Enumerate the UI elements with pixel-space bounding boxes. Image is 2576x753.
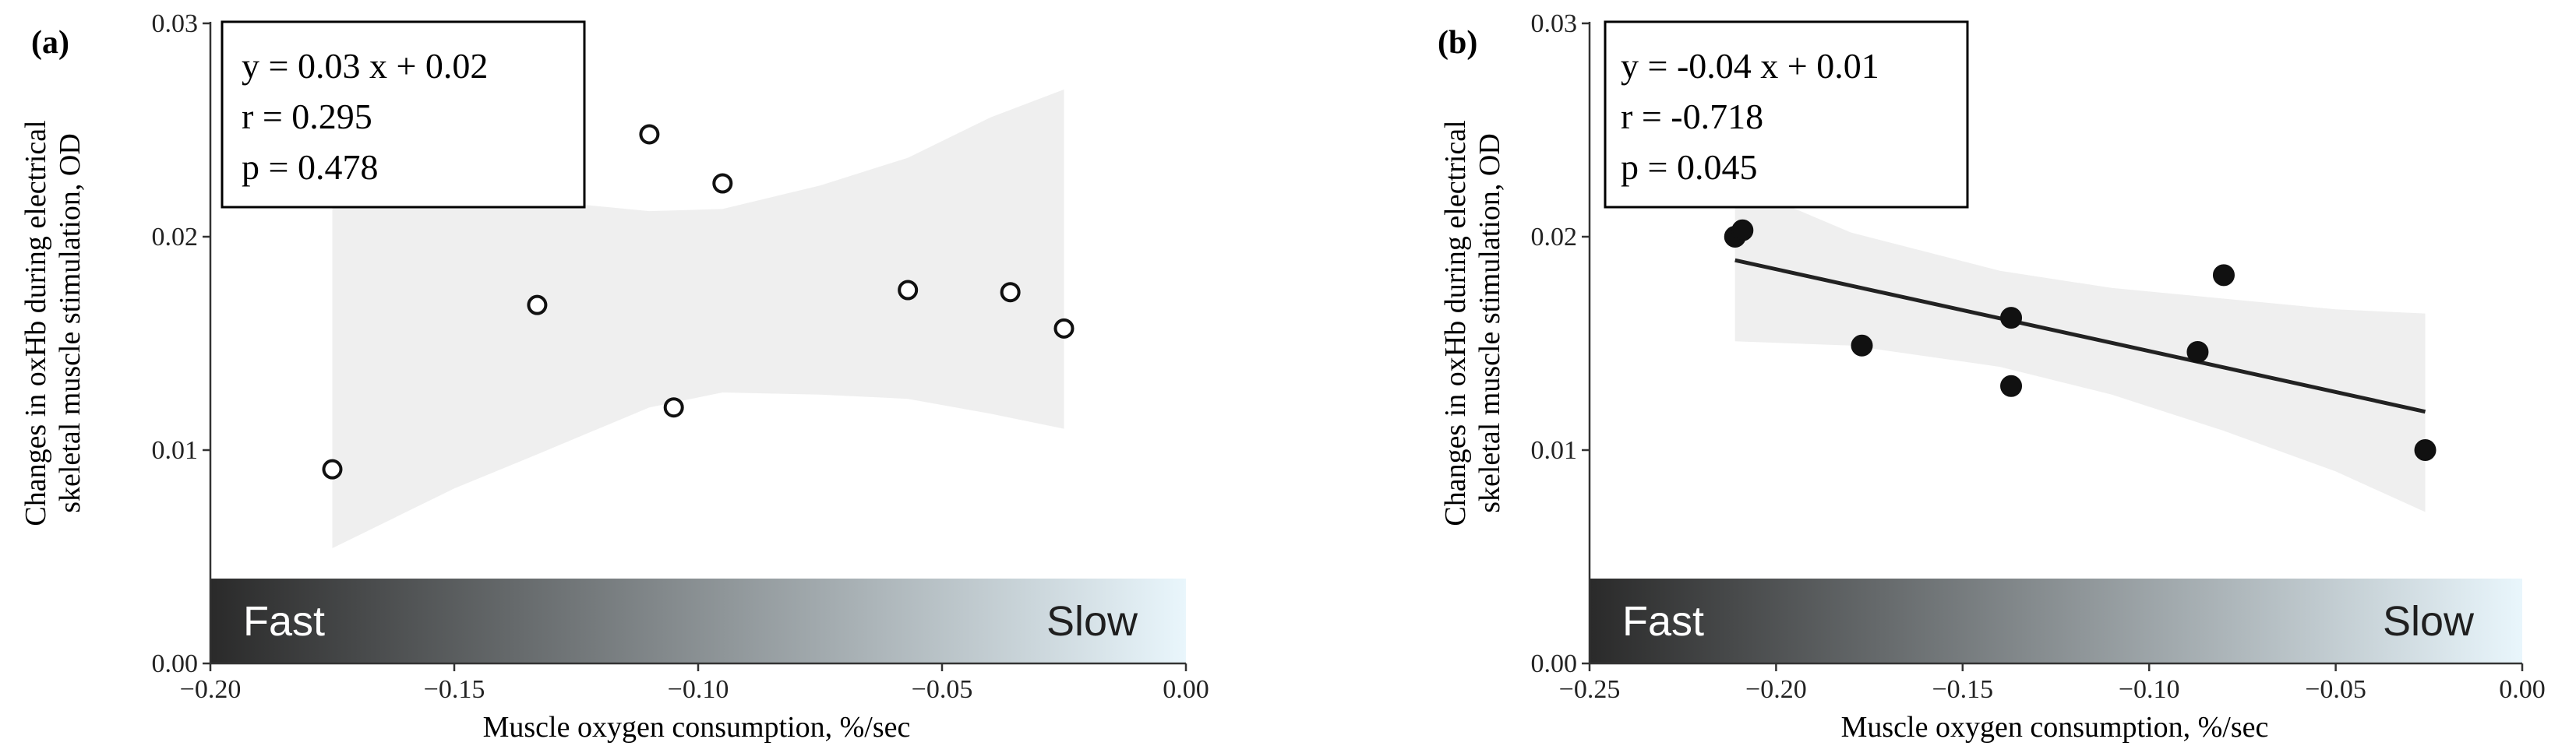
data-point xyxy=(1000,282,1021,303)
speed-gradient-bar xyxy=(210,579,1186,663)
y-tick-label: 0.03 xyxy=(1531,9,1578,38)
y-axis-title-line-2: skeletal muscle stimulation, OD xyxy=(1473,133,1506,513)
data-point xyxy=(1731,219,1754,241)
data-point xyxy=(2186,340,2209,363)
gradient-label-fast: Fast xyxy=(1622,598,1704,645)
stats-r: r = -0.718 xyxy=(1621,97,1763,136)
x-axis-title: Muscle oxygen consumption, %/sec xyxy=(1841,711,2269,744)
regression-line xyxy=(1734,258,2426,414)
x-tick-label: −0.10 xyxy=(668,675,729,704)
x-tick-label: −0.25 xyxy=(1559,675,1621,704)
data-point xyxy=(2212,264,2235,287)
y-axis-title-line-2: skeletal muscle stimulation, OD xyxy=(54,133,86,513)
y-tick-label: 0.01 xyxy=(152,436,199,465)
x-tick-label: −0.10 xyxy=(2119,675,2180,704)
stats-p: p = 0.478 xyxy=(242,147,378,187)
x-tick-label: −0.05 xyxy=(912,675,973,704)
y-tick-label: 0.01 xyxy=(1531,436,1578,465)
chart-panel-b: (b) Changes in oxHb during electrical sk… xyxy=(1438,9,2546,744)
plot-area: Fast Slow −0.25 −0.20 −0.15 −0.10 −0.05 0.00 0.0… xyxy=(1531,9,2546,704)
y-tick-label: 0.00 xyxy=(1531,649,1578,678)
x-axis-title: Muscle oxygen consumption, %/sec xyxy=(483,711,911,744)
data-point xyxy=(1053,318,1075,339)
x-tick-label: −0.20 xyxy=(1745,675,1807,704)
y-tick-label: 0.02 xyxy=(1531,223,1578,252)
data-point xyxy=(1851,334,1873,357)
y-axis-title: Changes in oxHb during electrical skelet… xyxy=(1439,120,1506,526)
stats-r: r = 0.295 xyxy=(242,97,372,136)
data-point xyxy=(898,280,919,301)
stats-box-frame xyxy=(1604,20,1969,209)
x-tick-label: −0.20 xyxy=(180,675,242,704)
data-point xyxy=(639,124,660,145)
stats-box-frame xyxy=(221,20,586,209)
y-tick-label: 0.00 xyxy=(152,649,199,678)
x-tick-label: −0.05 xyxy=(2305,675,2366,704)
gradient-label-slow: Slow xyxy=(1046,598,1138,645)
speed-gradient-bar xyxy=(1590,579,2522,663)
stats-box: y = -0.04 x + 0.01 r = -0.718 p = 0.045 xyxy=(1604,20,1969,209)
stats-equation: y = 0.03 x + 0.02 xyxy=(242,46,488,86)
y-tick-label: 0.02 xyxy=(152,223,199,252)
data-point xyxy=(2000,307,2023,329)
y-axis-title-line-1: Changes in oxHb during electrical xyxy=(19,120,52,526)
data-point xyxy=(712,173,733,194)
panel-label: (b) xyxy=(1438,25,1477,61)
data-point xyxy=(663,397,684,418)
confidence-band xyxy=(1734,183,2426,512)
y-axis-title: Changes in oxHb during electrical skelet… xyxy=(19,120,86,526)
y-tick-label: 0.03 xyxy=(152,9,199,38)
stats-p: p = 0.045 xyxy=(1621,147,1757,187)
stats-box: y = 0.03 x + 0.02 r = 0.295 p = 0.478 xyxy=(221,20,586,209)
x-tick-label: 0.00 xyxy=(1163,675,1209,704)
chart-panel-a: (a) Changes in oxHb during electrical sk… xyxy=(19,9,1209,744)
data-point xyxy=(527,294,548,315)
x-tick-label: −0.15 xyxy=(424,675,485,704)
data-point xyxy=(322,459,343,480)
data-point xyxy=(2000,375,2023,397)
x-tick-label: 0.00 xyxy=(2499,675,2546,704)
gradient-label-slow: Slow xyxy=(2383,598,2475,645)
x-tick-label: −0.15 xyxy=(1932,675,1993,704)
panel-label: (a) xyxy=(31,25,69,61)
gradient-label-fast: Fast xyxy=(243,598,325,645)
y-axis-title-line-1: Changes in oxHb during electrical xyxy=(1439,120,1472,526)
stats-equation: y = -0.04 x + 0.01 xyxy=(1621,46,1879,86)
data-point xyxy=(2414,439,2437,461)
